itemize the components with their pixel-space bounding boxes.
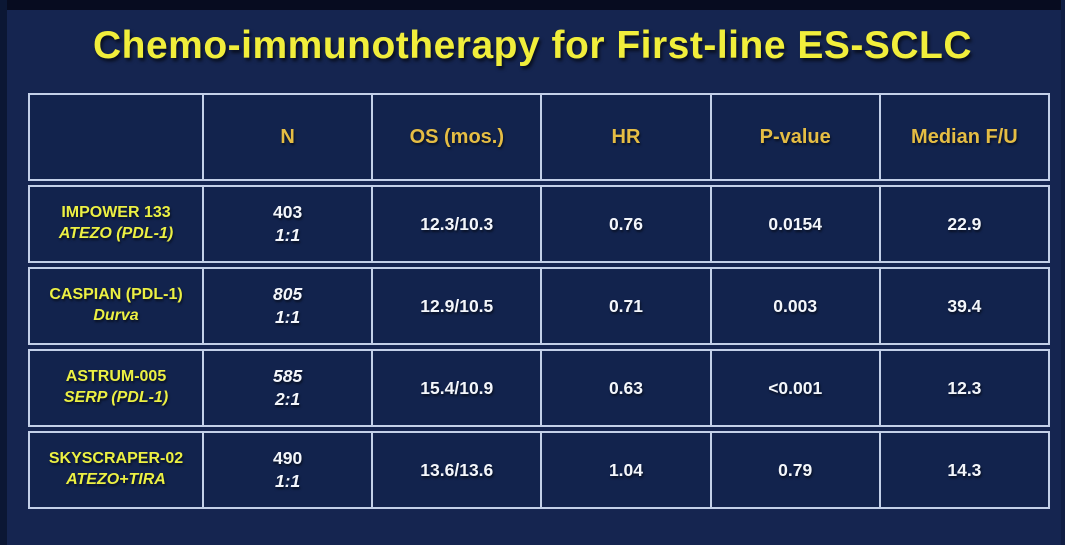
median-fu-value: 14.3 [947, 459, 982, 480]
median-fu-value: 22.9 [947, 213, 982, 234]
p-cell: 0.79 [709, 433, 879, 507]
column-header-study [30, 95, 202, 179]
p-value: <0.001 [768, 377, 823, 398]
table-row: CASPIAN (PDL-1) Durva 805 1:1 12.9/10.5 … [28, 267, 1050, 345]
fu-cell: 12.3 [878, 351, 1048, 425]
os-cell: 12.3/10.3 [371, 187, 540, 261]
p-value: 0.003 [773, 295, 818, 316]
study-name: ASTRUM-005 [65, 368, 167, 386]
study-cell: ASTRUM-005 SERP (PDL-1) [30, 351, 202, 425]
study-name: CASPIAN (PDL-1) [49, 286, 183, 304]
p-value: 0.79 [778, 459, 813, 480]
slide-title: Chemo-immunotherapy for First-line ES-SC… [92, 24, 973, 67]
n-cell: 403 1:1 [202, 187, 371, 261]
n-cell: 490 1:1 [202, 433, 371, 507]
left-edge-shade [0, 0, 7, 545]
hr-cell: 0.76 [540, 187, 709, 261]
column-header-hr: HR [540, 95, 709, 179]
study-drug: ATEZO+TIRA [66, 471, 166, 488]
study-cell: CASPIAN (PDL-1) Durva [30, 269, 202, 343]
study-drug: Durva [93, 307, 139, 324]
top-letterbox [0, 0, 1065, 10]
n-cell: 805 1:1 [202, 269, 371, 343]
column-header-pvalue: P-value [709, 95, 879, 179]
column-header-n: N [202, 95, 371, 179]
study-drug: SERP (PDL-1) [63, 389, 169, 406]
p-cell: <0.001 [709, 351, 879, 425]
table-row: IMPOWER 133 ATEZO (PDL-1) 403 1:1 12.3/1… [28, 185, 1050, 263]
right-edge-shade [1061, 0, 1065, 545]
n-value: 805 [272, 284, 303, 305]
study-cell: SKYSCRAPER-02 ATEZO+TIRA [30, 433, 202, 507]
median-fu-value: 12.3 [947, 377, 982, 398]
os-cell: 12.9/10.5 [371, 269, 540, 343]
fu-cell: 14.3 [878, 433, 1048, 507]
n-value: 585 [272, 366, 303, 387]
hr-cell: 0.63 [540, 351, 709, 425]
os-cell: 13.6/13.6 [371, 433, 540, 507]
randomization-ratio: 1:1 [274, 471, 301, 491]
table-header-row: N OS (mos.) HR P-value Median F/U [28, 93, 1050, 181]
randomization-ratio: 1:1 [274, 307, 301, 327]
p-value: 0.0154 [768, 213, 822, 234]
os-value: 13.6/13.6 [420, 459, 494, 480]
randomization-ratio: 2:1 [274, 389, 301, 409]
p-cell: 0.0154 [709, 187, 879, 261]
os-value: 12.9/10.5 [420, 295, 494, 316]
study-drug: ATEZO (PDL-1) [58, 225, 174, 242]
os-cell: 15.4/10.9 [371, 351, 540, 425]
hr-value: 0.76 [608, 213, 644, 234]
table-row: SKYSCRAPER-02 ATEZO+TIRA 490 1:1 13.6/13… [28, 431, 1050, 509]
hr-value: 1.04 [608, 459, 644, 480]
hr-cell: 0.71 [540, 269, 709, 343]
n-cell: 585 2:1 [202, 351, 371, 425]
column-header-os: OS (mos.) [371, 95, 540, 179]
hr-value: 0.63 [608, 377, 644, 398]
study-cell: IMPOWER 133 ATEZO (PDL-1) [30, 187, 202, 261]
n-value: 403 [272, 202, 303, 223]
study-name: IMPOWER 133 [61, 204, 171, 222]
fu-cell: 22.9 [878, 187, 1048, 261]
randomization-ratio: 1:1 [274, 225, 301, 245]
os-value: 12.3/10.3 [420, 213, 494, 234]
hr-value: 0.71 [608, 295, 644, 316]
os-value: 15.4/10.9 [420, 377, 494, 398]
study-name: SKYSCRAPER-02 [48, 450, 184, 468]
column-header-median-fu: Median F/U [878, 95, 1048, 179]
fu-cell: 39.4 [878, 269, 1048, 343]
median-fu-value: 39.4 [947, 295, 982, 316]
table-row: ASTRUM-005 SERP (PDL-1) 585 2:1 15.4/10.… [28, 349, 1050, 427]
hr-cell: 1.04 [540, 433, 709, 507]
trials-table: N OS (mos.) HR P-value Median F/U IMPOWE… [28, 93, 1050, 509]
n-value: 490 [272, 448, 303, 469]
p-cell: 0.003 [709, 269, 879, 343]
